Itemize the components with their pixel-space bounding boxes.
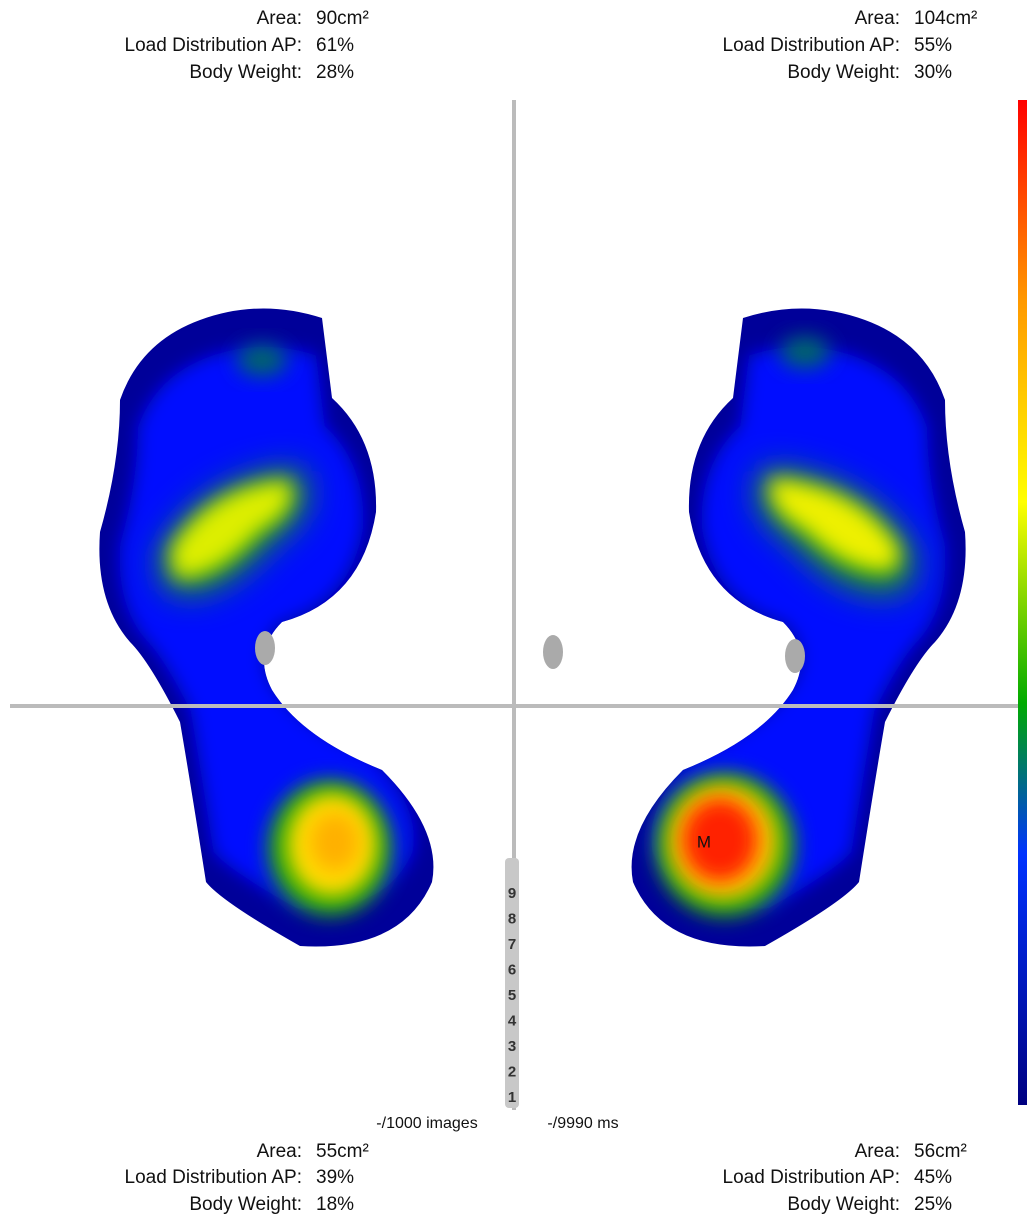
stat-value: 28% (316, 62, 354, 83)
image-count: -/1000 images (376, 1115, 477, 1132)
stat-label: Load Distribution AP: (723, 35, 900, 56)
stat-label: Body Weight: (189, 62, 302, 83)
stat-label: Area: (257, 1141, 302, 1162)
slider-tick: 2 (508, 1063, 516, 1080)
slider-tick: 9 (508, 885, 516, 902)
stat-label: Body Weight: (787, 1194, 900, 1215)
right-foot (631, 308, 966, 947)
stat-value: 55cm² (316, 1141, 369, 1162)
time-count: -/9990 ms (547, 1115, 618, 1132)
slider-tick: 5 (508, 987, 516, 1004)
stat-value: 18% (316, 1194, 354, 1215)
slider-tick: 3 (508, 1038, 516, 1055)
slider-tick: 4 (508, 1012, 517, 1029)
stat-value: 25% (914, 1194, 952, 1215)
stat-value: 30% (914, 62, 952, 83)
slider-tick: 1 (508, 1089, 516, 1106)
stat-label: Area: (855, 1141, 900, 1162)
stat-label: Load Distribution AP: (125, 35, 302, 56)
marker-blob (543, 635, 563, 669)
stat-value: 39% (316, 1167, 354, 1188)
slider-tick: 6 (508, 961, 516, 978)
marker-label: M (697, 832, 711, 851)
stat-label: Area: (257, 8, 302, 29)
stat-value: 104cm² (914, 8, 977, 29)
frame-slider[interactable] (505, 858, 519, 1108)
color-scale (1018, 100, 1027, 1105)
left-foot (99, 308, 434, 947)
stat-label: Load Distribution AP: (723, 1167, 900, 1188)
marker-blob (785, 639, 805, 673)
marker-blob (255, 631, 275, 665)
stat-label: Area: (855, 8, 900, 29)
stat-value: 55% (914, 35, 952, 56)
stat-label: Body Weight: (189, 1194, 302, 1215)
stat-value: 61% (316, 35, 354, 56)
slider-tick: 7 (508, 936, 516, 953)
stat-value: 45% (914, 1167, 952, 1188)
stat-label: Body Weight: (787, 62, 900, 83)
slider-tick: 8 (508, 910, 516, 927)
stat-label: Load Distribution AP: (125, 1167, 302, 1188)
stat-value: 90cm² (316, 8, 369, 29)
stat-value: 56cm² (914, 1141, 967, 1162)
